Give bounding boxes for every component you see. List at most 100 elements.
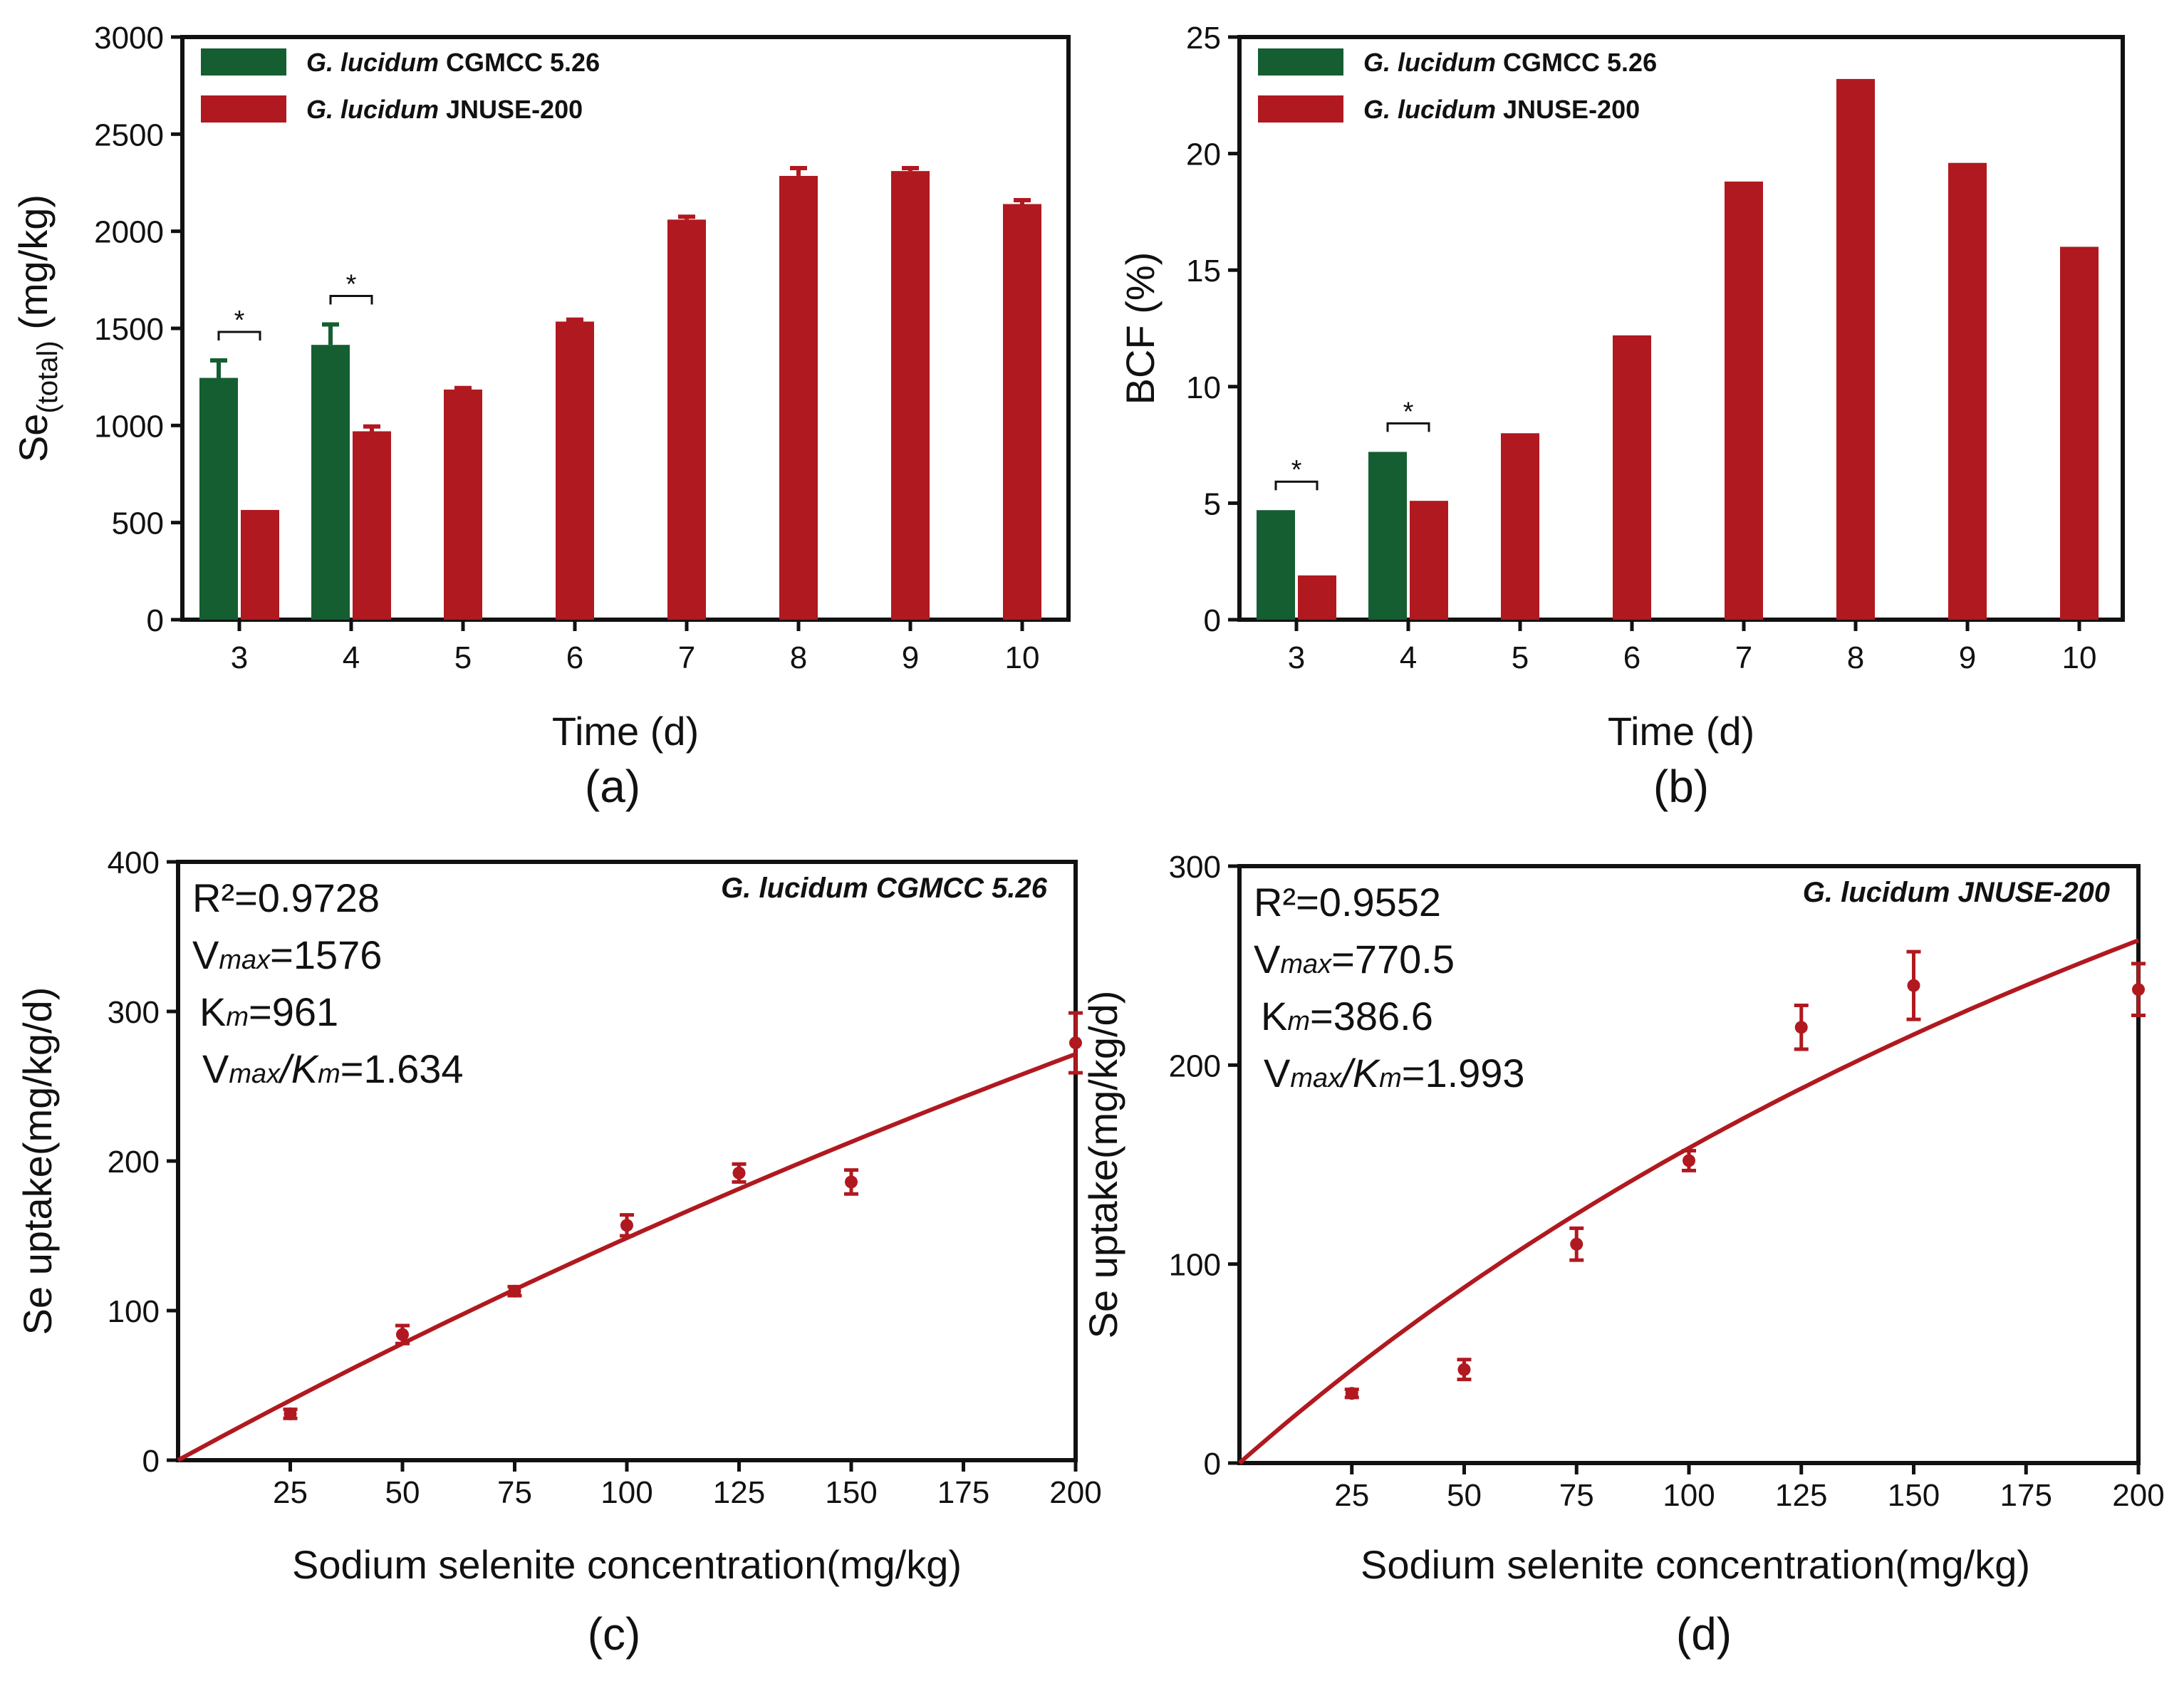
legend-entry: G. lucidum JNUSE-200 bbox=[306, 95, 583, 124]
bar-red bbox=[1298, 575, 1336, 620]
y-axis-label-sub: (total) bbox=[32, 340, 63, 413]
bar-green bbox=[311, 345, 350, 620]
data-point bbox=[732, 1166, 746, 1180]
y-tick-label: 1500 bbox=[94, 312, 164, 347]
vmax-value: Vmax=1576 bbox=[192, 932, 382, 977]
x-tick-label: 100 bbox=[1663, 1478, 1715, 1513]
legend-name-italic: G. lucidum bbox=[306, 48, 439, 77]
y-tick-label: 2000 bbox=[94, 215, 164, 250]
legend-entry: G. lucidum CGMCC 5.26 bbox=[1363, 48, 1657, 77]
x-tick-label: 4 bbox=[343, 640, 360, 675]
x-tick-label: 4 bbox=[1400, 640, 1417, 675]
y-tick-label: 5 bbox=[1204, 486, 1221, 521]
bar-red bbox=[1410, 501, 1448, 620]
bar-green bbox=[199, 378, 238, 620]
legend-name-italic: G. lucidum bbox=[1363, 48, 1496, 77]
legend-space bbox=[1496, 95, 1503, 124]
x-axis-label: Sodium selenite concentration(mg/kg) bbox=[292, 1542, 962, 1587]
y-tick-label: 100 bbox=[108, 1294, 160, 1329]
data-point bbox=[1683, 1154, 1695, 1167]
panel-label: (b) bbox=[1653, 761, 1709, 812]
significance-bracket bbox=[1386, 422, 1430, 432]
x-tick-label: 175 bbox=[937, 1475, 989, 1510]
y-tick-label: 25 bbox=[1186, 21, 1221, 56]
x-tick-label: 75 bbox=[1559, 1478, 1594, 1513]
x-tick-label: 125 bbox=[713, 1475, 765, 1510]
ratio-max: max bbox=[229, 1059, 281, 1089]
km-value: Km=386.6 bbox=[1261, 994, 1433, 1039]
legend-space bbox=[439, 95, 446, 124]
data-point bbox=[845, 1175, 858, 1189]
y-tick-label: 200 bbox=[108, 1145, 160, 1180]
km-symbol: K bbox=[199, 989, 226, 1034]
legend-name-italic: G. lucidum bbox=[1363, 95, 1496, 124]
data-point bbox=[2132, 983, 2145, 996]
bar-green bbox=[1257, 510, 1295, 620]
x-tick-label: 50 bbox=[1447, 1478, 1482, 1513]
x-tick-label: 7 bbox=[678, 640, 695, 675]
x-axis-label: Sodium selenite concentration(mg/kg) bbox=[1361, 1542, 2030, 1587]
y-axis-label: Se uptake(mg/kg/d) bbox=[1081, 991, 1125, 1339]
x-tick-label: 9 bbox=[902, 640, 919, 675]
vmax-symbol: V bbox=[1254, 937, 1281, 982]
bar-red bbox=[667, 219, 706, 620]
data-point bbox=[284, 1407, 297, 1420]
vmax-symbol: V bbox=[192, 932, 219, 977]
vmax-number: =1576 bbox=[270, 932, 382, 977]
vmax-value: Vmax=770.5 bbox=[1254, 937, 1455, 982]
km-number: =386.6 bbox=[1310, 994, 1433, 1039]
vmax-subscript: max bbox=[1280, 949, 1333, 979]
x-tick-label: 5 bbox=[1512, 640, 1529, 675]
data-point bbox=[620, 1219, 633, 1232]
y-tick-label: 20 bbox=[1186, 137, 1221, 172]
chart-b: 0 5 10 15 20 25 3 4 5 6 7 8 9 10 * * G. lucidum CGMCC 5.… bbox=[1118, 21, 2125, 812]
panel-label: (c) bbox=[588, 1608, 641, 1660]
legend-entry: G. lucidum JNUSE-200 bbox=[1363, 95, 1640, 124]
y-tick-label: 0 bbox=[142, 1444, 160, 1479]
bar-red bbox=[1725, 181, 1763, 620]
x-tick-label: 6 bbox=[1623, 640, 1640, 675]
legend-space bbox=[439, 48, 446, 77]
ratio-max: max bbox=[1290, 1063, 1343, 1093]
data-point bbox=[396, 1328, 409, 1341]
y-tick-label: 15 bbox=[1186, 254, 1221, 288]
y-tick-label: 100 bbox=[1169, 1248, 1221, 1283]
legend-swatch bbox=[1258, 48, 1343, 76]
legend-name-plain: CGMCC 5.26 bbox=[1503, 48, 1657, 77]
significance-star: * bbox=[1291, 455, 1302, 485]
legend-swatch bbox=[201, 95, 286, 123]
y-axis-label-unit: (mg/kg) bbox=[11, 194, 56, 340]
y-tick-label: 3000 bbox=[94, 21, 164, 56]
bar-red bbox=[241, 509, 279, 620]
ratio-m: m bbox=[318, 1059, 340, 1089]
bar-green bbox=[1368, 452, 1407, 620]
data-point bbox=[1794, 1021, 1808, 1034]
data-point bbox=[1907, 979, 1920, 992]
x-tick-label: 6 bbox=[566, 640, 583, 675]
significance-bracket bbox=[217, 331, 261, 340]
x-axis-label: Time (d) bbox=[552, 709, 699, 754]
data-point bbox=[1457, 1363, 1471, 1376]
x-tick-label: 5 bbox=[454, 640, 472, 675]
data-point bbox=[1570, 1237, 1584, 1251]
fit-curve bbox=[177, 1052, 1077, 1462]
km-number: =961 bbox=[249, 989, 338, 1034]
ratio-number: =1.634 bbox=[340, 1046, 464, 1091]
bar-red bbox=[1003, 204, 1041, 620]
ratio-k: K bbox=[291, 1046, 320, 1091]
x-tick-label: 200 bbox=[2112, 1478, 2164, 1513]
x-tick-label: 150 bbox=[1888, 1478, 1940, 1513]
bar-red bbox=[556, 321, 594, 620]
bar-red bbox=[779, 175, 818, 620]
y-axis-label-main: Se bbox=[11, 414, 56, 463]
vmax-km-ratio: Vmax/Km=1.993 bbox=[1264, 1051, 1525, 1095]
fit-curve bbox=[1238, 938, 2140, 1465]
y-tick-label: 10 bbox=[1186, 370, 1221, 405]
x-tick-label: 9 bbox=[1959, 640, 1976, 675]
legend-entry: G. lucidum CGMCC 5.26 bbox=[306, 48, 600, 77]
data-point bbox=[1069, 1036, 1082, 1050]
vmax-number: =770.5 bbox=[1331, 937, 1455, 982]
strain-label: G. lucidum CGMCC 5.26 bbox=[721, 873, 1048, 904]
x-tick-label: 8 bbox=[1847, 640, 1864, 675]
